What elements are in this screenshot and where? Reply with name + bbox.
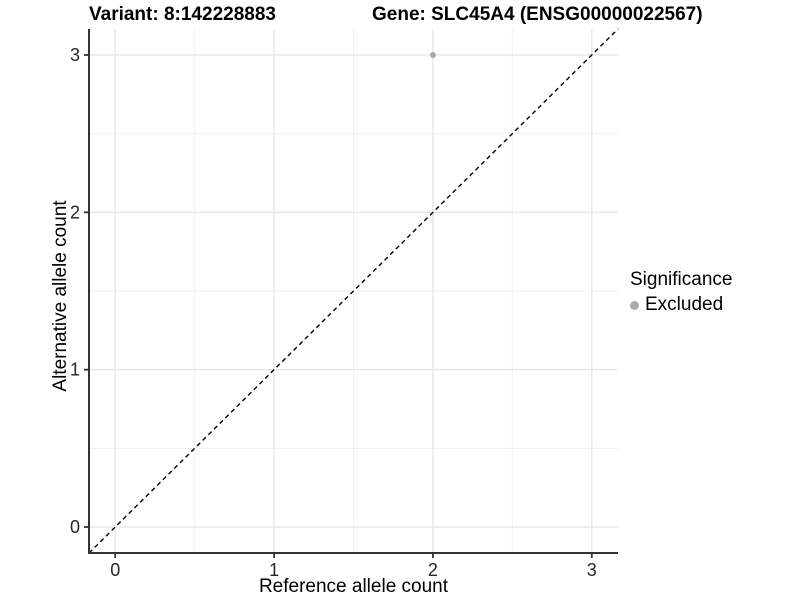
x-tick-label: 2 — [428, 560, 438, 580]
y-tick-label: 2 — [70, 202, 80, 222]
legend-dot-icon — [630, 300, 639, 310]
x-tick-label: 3 — [587, 560, 597, 580]
legend-title: Significance — [630, 269, 733, 290]
y-tick-label: 1 — [70, 360, 80, 380]
y-axis-title: Alternative allele count — [50, 200, 71, 392]
x-axis-title: Reference allele count — [258, 576, 449, 597]
identity-dashed-line — [88, 28, 619, 554]
legend-items: Excluded — [630, 294, 732, 316]
legend-item: Excluded — [630, 294, 732, 316]
legend-item-label: Excluded — [645, 294, 724, 315]
legend: Significance Excluded — [630, 269, 732, 316]
y-tick-label: 0 — [70, 517, 80, 537]
x-tick-label: 1 — [269, 560, 279, 580]
x-tick-label: 0 — [110, 560, 120, 580]
gene-title: Gene: SLC45A4 (ENSG00000022567) — [372, 4, 703, 25]
variant-title: Variant: 8:142228883 — [89, 4, 276, 25]
axis-lines — [88, 29, 618, 554]
y-tick-label: 3 — [70, 45, 80, 65]
data-point — [429, 51, 436, 58]
